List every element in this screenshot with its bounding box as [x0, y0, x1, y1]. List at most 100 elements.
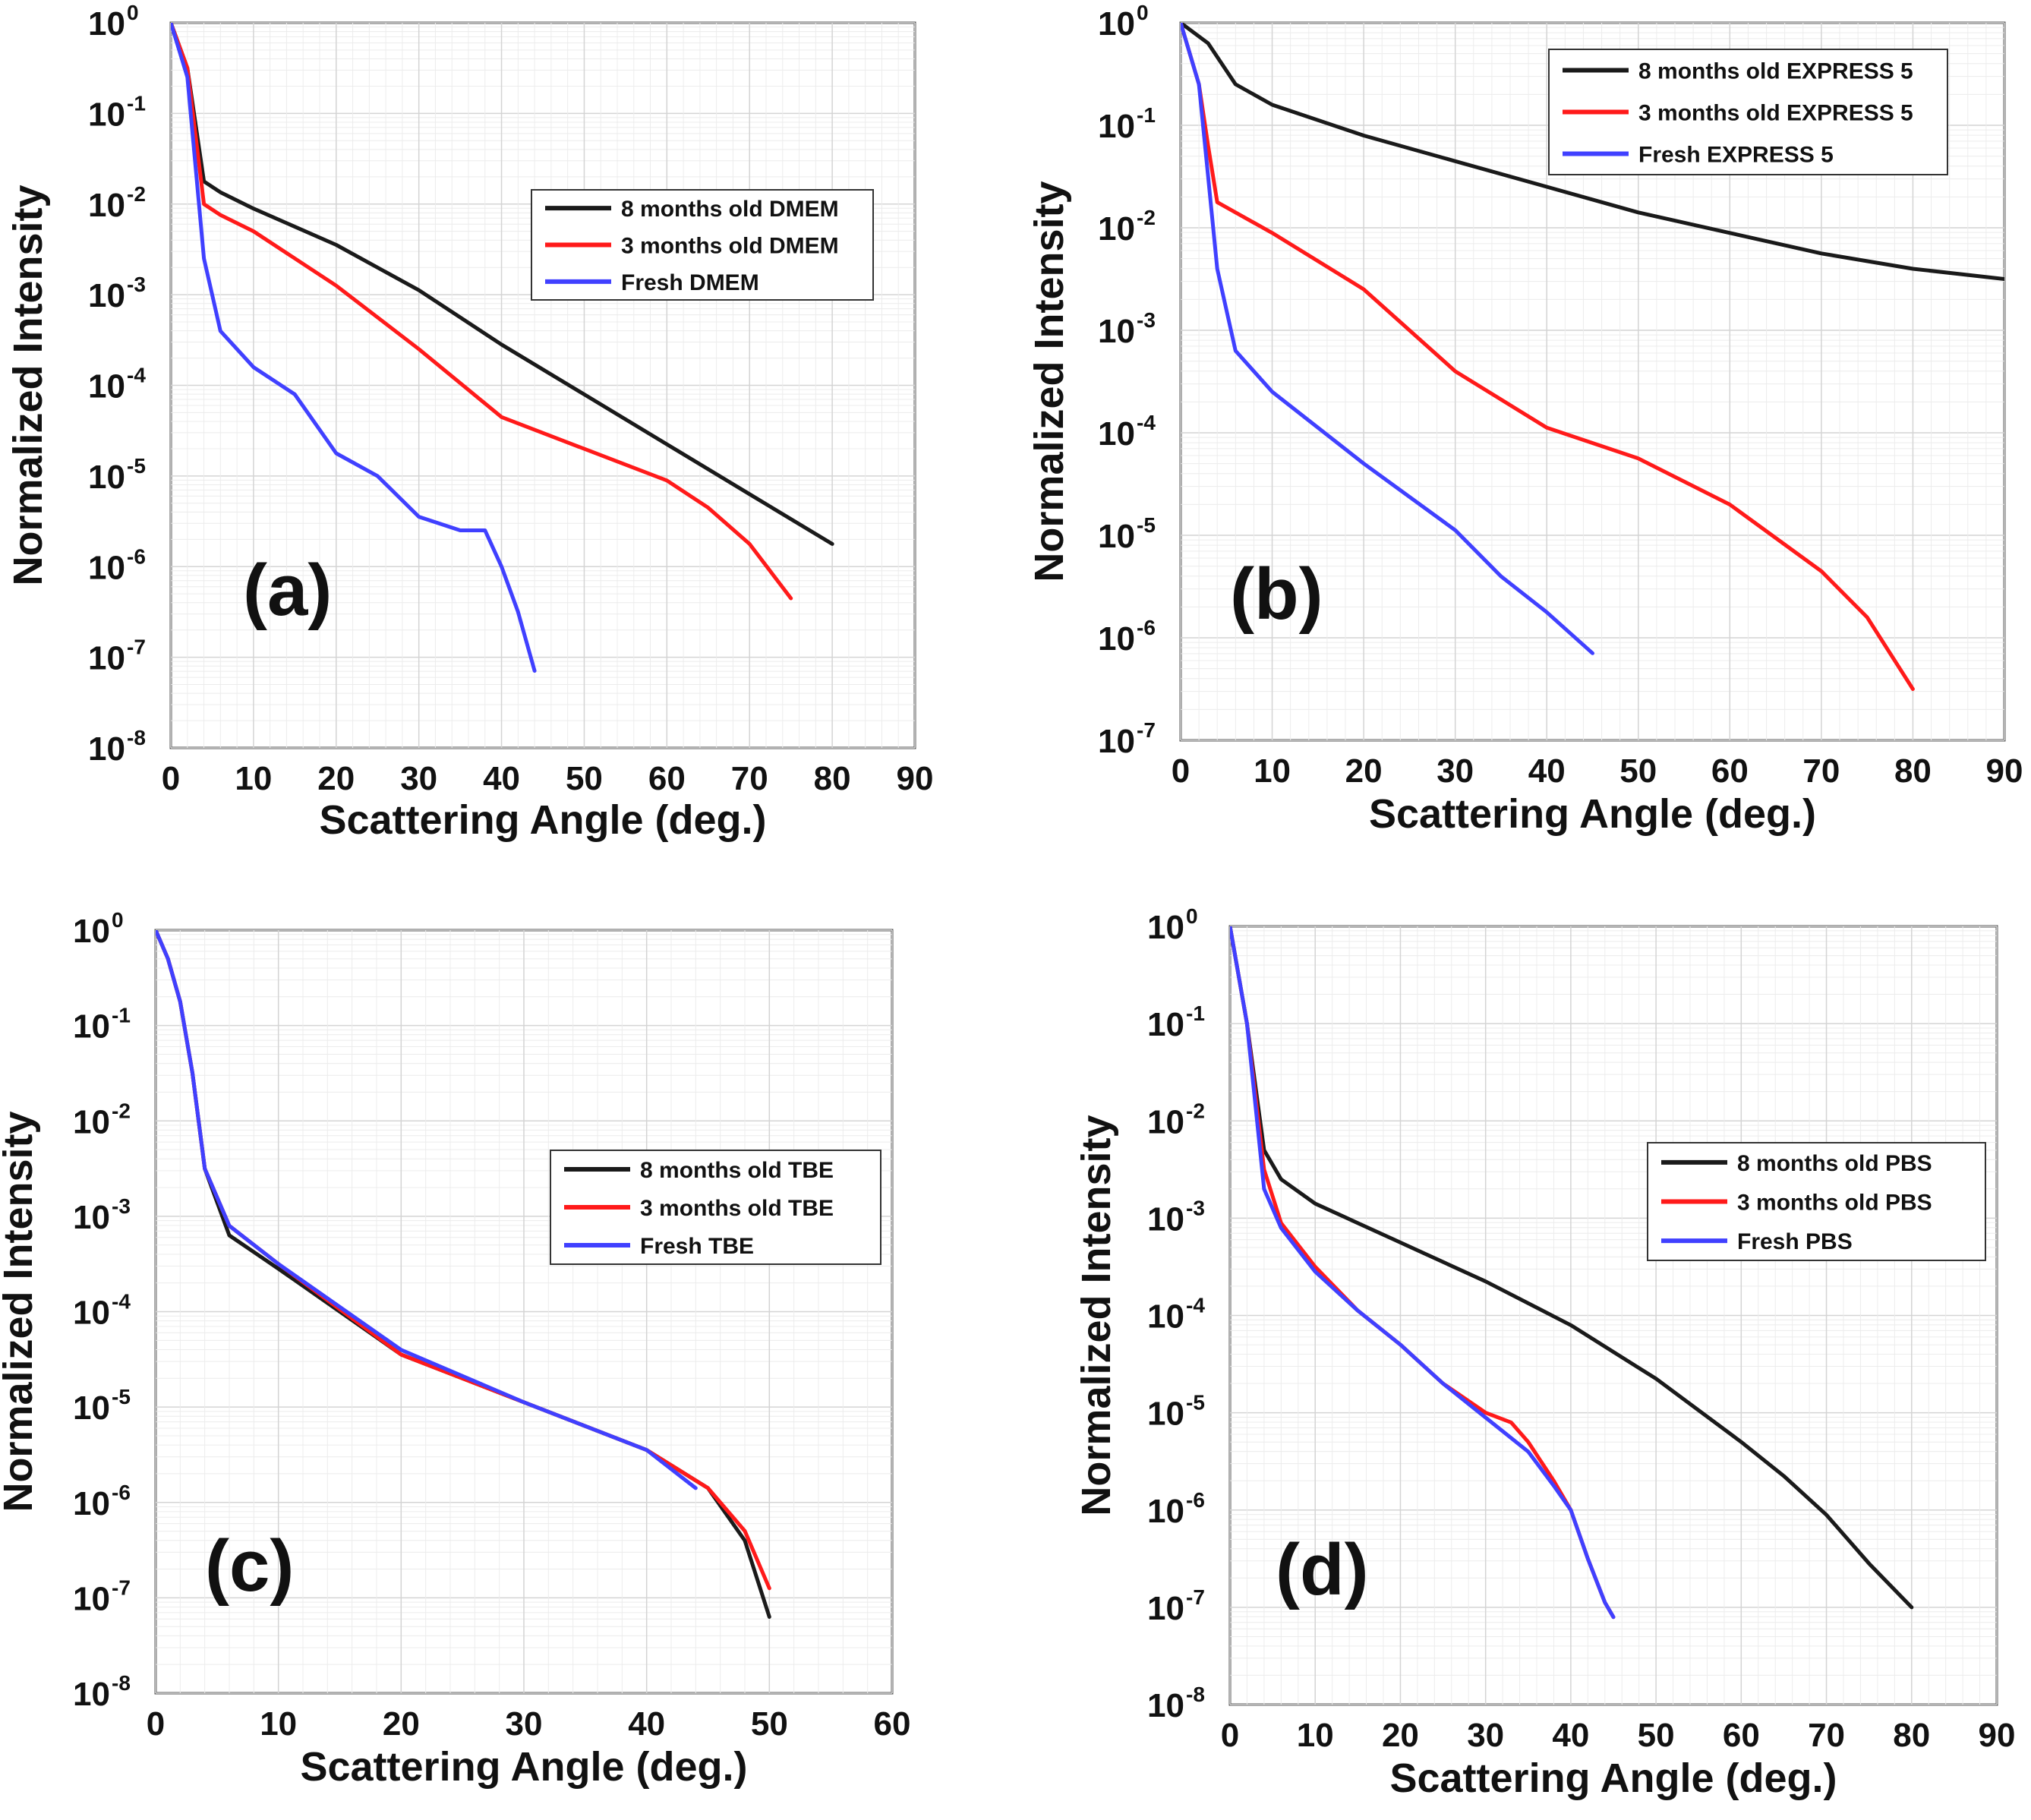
- panel-c: 10 010 -110 -210 -310 -410 -510 -610 -710 -80 10 20…: [0, 908, 910, 1790]
- y-tick-label: 10: [88, 549, 125, 586]
- x-tick-label: 70: [1808, 1717, 1845, 1754]
- x-tick-label: 50: [1638, 1717, 1675, 1754]
- x-tick-label: 50: [1619, 752, 1657, 790]
- series-line-0: [1230, 926, 1914, 1610]
- x-axis-label: Scattering Angle (deg.): [1369, 791, 1816, 837]
- x-tick-label: 20: [317, 760, 355, 797]
- y-tick-exponent: -5: [127, 454, 146, 478]
- y-tick-label: 10: [1098, 415, 1135, 453]
- y-tick-exponent: -6: [1186, 1488, 1205, 1512]
- y-tick-exponent: -8: [1186, 1683, 1205, 1706]
- y-tick-exponent: -4: [127, 364, 146, 387]
- series-lines: [1181, 23, 2004, 691]
- y-axis-label: Normalized Intensity: [5, 185, 51, 585]
- x-tick-label: 20: [1345, 752, 1383, 790]
- legend-entry: 8 months old DMEM: [621, 197, 839, 222]
- y-tick-exponent: 0: [1137, 1, 1149, 24]
- series-line-1: [1181, 23, 1915, 691]
- y-tick-exponent: -5: [1186, 1391, 1205, 1415]
- x-tick-label: 50: [751, 1705, 788, 1743]
- legend: 8 months old DMEM 3 months old DMEM Fresh …: [531, 189, 874, 301]
- panel-d: 10 010 -110 -210 -310 -410 -510 -610 -710 -80 10 20…: [1074, 904, 2015, 1801]
- y-tick-label: 10: [88, 368, 125, 405]
- y-tick-label: 10: [73, 1295, 110, 1332]
- x-tick-label: 60: [648, 760, 686, 797]
- y-tick-exponent: -1: [1137, 103, 1156, 127]
- panel-label: (c): [205, 1525, 294, 1607]
- y-axis-label: Normalized Intensity: [0, 1111, 41, 1512]
- x-tick-label: 80: [1894, 752, 1932, 790]
- x-tick-label: 90: [897, 760, 934, 797]
- y-tick-exponent: -4: [1137, 411, 1156, 434]
- series-lines: [171, 23, 834, 673]
- y-tick-label: 10: [1147, 1396, 1184, 1433]
- legend: 8 months old TBE 3 months old TBE Fresh TB…: [550, 1150, 881, 1265]
- y-tick-exponent: -6: [112, 1481, 131, 1504]
- y-axis-label: Normalized Intensity: [1027, 181, 1072, 582]
- y-tick-exponent: -2: [1186, 1099, 1205, 1122]
- y-axis-label: Normalized Intensity: [1074, 1115, 1119, 1516]
- y-tick-label: 10: [88, 640, 125, 677]
- panel-b: 10 010 -110 -210 -310 -410 -510 -610 -70 10 20 30 40…: [1027, 1, 2023, 837]
- y-tick-exponent: -4: [1186, 1294, 1205, 1317]
- legend-entry: 8 months old EXPRESS 5: [1638, 59, 1913, 84]
- x-tick-label: 30: [1437, 752, 1474, 790]
- y-tick-exponent: -2: [127, 182, 146, 206]
- y-tick-label: 10: [73, 1103, 110, 1140]
- x-tick-label: 0: [1172, 752, 1190, 790]
- y-tick-label: 10: [1147, 1687, 1184, 1724]
- x-axis-label: Scattering Angle (deg.): [1389, 1755, 1837, 1801]
- panel-label: (b): [1230, 554, 1323, 635]
- x-tick-label: 90: [1986, 752, 2023, 790]
- legend-entry: 3 months old EXPRESS 5: [1638, 101, 1913, 126]
- x-tick-label: 10: [235, 760, 272, 797]
- series-line-1: [171, 23, 793, 601]
- y-tick-exponent: -2: [1137, 206, 1156, 229]
- x-axis-label: Scattering Angle (deg.): [300, 1744, 747, 1790]
- series-line-0: [171, 23, 834, 546]
- y-tick-label: 10: [73, 1389, 110, 1427]
- x-tick-label: 30: [506, 1705, 543, 1743]
- x-tick-label: 10: [260, 1705, 297, 1743]
- legend: 8 months old PBS 3 months old PBS Fresh PB…: [1647, 1142, 1986, 1261]
- y-tick-exponent: -3: [127, 273, 146, 296]
- y-tick-exponent: -3: [1186, 1196, 1205, 1219]
- y-tick-label: 10: [88, 730, 125, 768]
- x-tick-label: 10: [1254, 752, 1291, 790]
- x-tick-label: 60: [874, 1705, 911, 1743]
- y-tick-label: 10: [1098, 723, 1135, 760]
- y-tick-label: 10: [88, 459, 125, 496]
- series-line-2: [156, 930, 698, 1490]
- legend-entry: Fresh DMEM: [621, 270, 759, 295]
- y-tick-exponent: -5: [1137, 513, 1156, 537]
- x-tick-label: 70: [1802, 752, 1840, 790]
- x-tick-label: 30: [400, 760, 437, 797]
- x-tick-label: 0: [1221, 1717, 1239, 1754]
- panel-label: (d): [1276, 1529, 1369, 1610]
- panel-label: (a): [243, 550, 332, 631]
- x-tick-label: 90: [1979, 1717, 2016, 1754]
- y-tick-label: 10: [73, 1485, 110, 1522]
- y-tick-label: 10: [73, 1580, 110, 1617]
- y-tick-label: 10: [88, 187, 125, 224]
- x-tick-label: 0: [162, 760, 180, 797]
- y-tick-label: 10: [73, 1199, 110, 1236]
- y-tick-exponent: -3: [1137, 308, 1156, 332]
- series-line-2: [171, 23, 537, 673]
- legend-entry: 3 months old TBE: [640, 1196, 834, 1221]
- y-tick-label: 10: [1147, 1298, 1184, 1336]
- series-line-2: [1181, 23, 1594, 655]
- y-tick-exponent: -7: [1137, 718, 1156, 742]
- legend-entry: Fresh TBE: [640, 1234, 754, 1259]
- x-tick-label: 60: [1723, 1717, 1760, 1754]
- y-tick-exponent: 0: [127, 1, 139, 24]
- x-tick-label: 40: [1528, 752, 1566, 790]
- grid: [170, 22, 916, 749]
- y-tick-label: 10: [1098, 313, 1135, 350]
- legend: 8 months old EXPRESS 5 3 months old EXPRE…: [1548, 49, 1948, 175]
- y-tick-exponent: -8: [127, 726, 146, 749]
- y-tick-exponent: -1: [127, 91, 146, 115]
- series-lines: [1230, 926, 1914, 1620]
- y-tick-exponent: -7: [127, 636, 146, 659]
- x-tick-label: 20: [383, 1705, 420, 1743]
